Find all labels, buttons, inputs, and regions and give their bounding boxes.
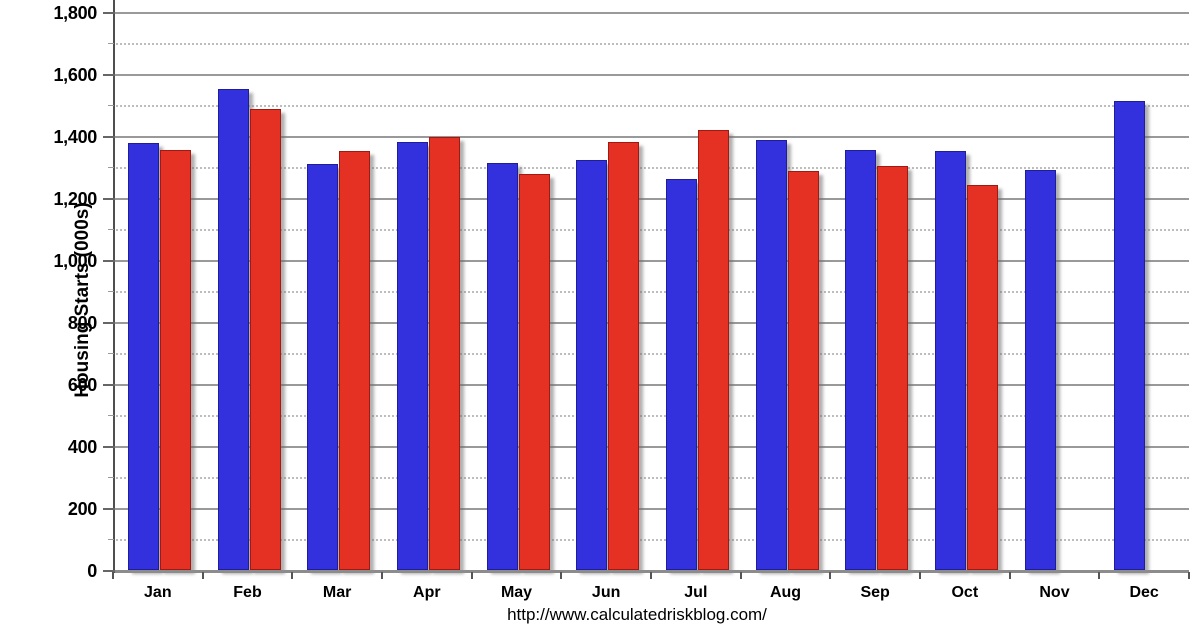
y-tick-600	[103, 383, 115, 386]
gridline-minor-1100	[113, 229, 1189, 231]
bar-blue-nov	[1024, 169, 1056, 571]
bar-red-jul	[697, 130, 729, 571]
bar-blue-jun	[576, 160, 608, 571]
bar-red-oct	[966, 184, 998, 571]
bar-blue-may	[486, 162, 518, 571]
x-tick-12	[1188, 572, 1190, 579]
gridline-minor-1700	[113, 43, 1189, 45]
x-tick-8	[829, 572, 832, 579]
gridline-minor-500	[113, 415, 1189, 417]
x-tick-1	[201, 572, 204, 579]
gridline-major-1200	[113, 197, 1189, 200]
y-tick-200	[103, 507, 115, 510]
y-tick-label-200: 200	[67, 498, 97, 519]
y-minor-tick-1300	[108, 167, 114, 168]
x-axis-label-mar: Mar	[322, 584, 352, 601]
gridline-major-800	[113, 321, 1189, 324]
y-minor-tick-300	[108, 477, 114, 478]
bar-red-may	[518, 173, 550, 571]
gridline-major-400	[113, 445, 1189, 448]
bar-blue-jul	[665, 179, 697, 571]
bar-blue-sep	[845, 150, 877, 571]
y-tick-label-1200: 1,200	[53, 188, 97, 209]
bar-blue-dec	[1114, 100, 1146, 571]
y-minor-tick-900	[108, 291, 114, 292]
y-minor-tick-1700	[108, 43, 114, 44]
x-tick-3	[381, 572, 383, 579]
bar-blue-mar	[307, 164, 339, 571]
y-tick-label-1400: 1,400	[53, 126, 97, 147]
bar-blue-feb	[217, 89, 249, 571]
gridline-major-1800	[113, 11, 1189, 14]
bar-red-aug	[787, 170, 819, 571]
bar-blue-aug	[755, 140, 787, 571]
x-tick-6	[650, 572, 652, 579]
x-axis-label-apr: Apr	[413, 584, 441, 601]
x-axis-label-oct: Oct	[951, 584, 979, 601]
x-axis-label-dec: Dec	[1129, 584, 1159, 601]
gridline-minor-1500	[113, 105, 1189, 107]
y-tick-label-1600: 1,600	[53, 64, 97, 85]
y-tick-label-1800: 1,800	[53, 2, 97, 23]
x-axis-label-jul: Jul	[684, 584, 708, 601]
bar-red-apr	[428, 137, 460, 571]
y-tick-1000	[103, 259, 115, 262]
gridline-minor-100	[113, 539, 1189, 541]
bar-blue-apr	[396, 141, 428, 571]
gridline-major-1000	[113, 259, 1189, 262]
x-axis-baseline	[113, 569, 1189, 573]
y-minor-tick-1500	[108, 105, 114, 106]
y-tick-1200	[103, 197, 115, 200]
x-axis-label-sep: Sep	[860, 584, 890, 601]
x-axis-label-jun: Jun	[591, 584, 621, 601]
x-tick-9	[919, 572, 921, 579]
x-tick-0	[112, 572, 114, 579]
gridline-major-200	[113, 507, 1189, 510]
bar-blue-jan	[127, 143, 159, 571]
y-tick-400	[103, 445, 115, 448]
x-axis-label-aug: Aug	[769, 584, 802, 601]
y-axis-line	[113, 0, 115, 573]
x-tick-4	[470, 572, 473, 579]
x-tick-10	[1008, 572, 1011, 579]
x-tick-11	[1098, 572, 1101, 579]
y-tick-800	[103, 321, 115, 324]
bar-red-jun	[608, 142, 640, 571]
gridline-minor-900	[113, 291, 1189, 293]
bar-blue-oct	[934, 151, 966, 571]
y-tick-1800	[103, 11, 115, 14]
x-axis-label-nov: Nov	[1039, 584, 1070, 601]
y-tick-1400	[103, 135, 115, 138]
y-tick-label-0: 0	[87, 560, 97, 581]
y-minor-tick-100	[108, 539, 114, 540]
y-tick-1600	[103, 73, 115, 76]
bar-red-jan	[159, 150, 191, 571]
gridline-minor-300	[113, 477, 1189, 479]
gridline-major-1400	[113, 135, 1189, 138]
bar-red-feb	[249, 108, 281, 571]
bar-red-mar	[339, 151, 371, 571]
x-axis-label-feb: Feb	[233, 584, 262, 601]
y-minor-tick-700	[108, 353, 114, 354]
gridline-major-1600	[113, 73, 1189, 76]
y-tick-label-800: 800	[67, 312, 97, 333]
bar-red-sep	[877, 165, 909, 571]
y-tick-label-600: 600	[67, 374, 97, 395]
y-tick-label-400: 400	[67, 436, 97, 457]
x-tick-2	[291, 572, 294, 579]
gridline-major-600	[113, 383, 1189, 386]
x-axis-label-may: May	[500, 584, 533, 601]
x-tick-7	[739, 572, 742, 579]
x-tick-5	[560, 572, 563, 579]
gridline-minor-700	[113, 353, 1189, 355]
gridline-minor-1300	[113, 167, 1189, 169]
footer-url: http://www.calculatedriskblog.com/	[507, 605, 767, 624]
y-tick-label-1000: 1,000	[53, 250, 97, 271]
y-tick-0	[103, 569, 115, 572]
y-minor-tick-1100	[108, 229, 114, 230]
y-minor-tick-500	[108, 415, 114, 416]
x-axis-label-jan: Jan	[144, 584, 172, 601]
